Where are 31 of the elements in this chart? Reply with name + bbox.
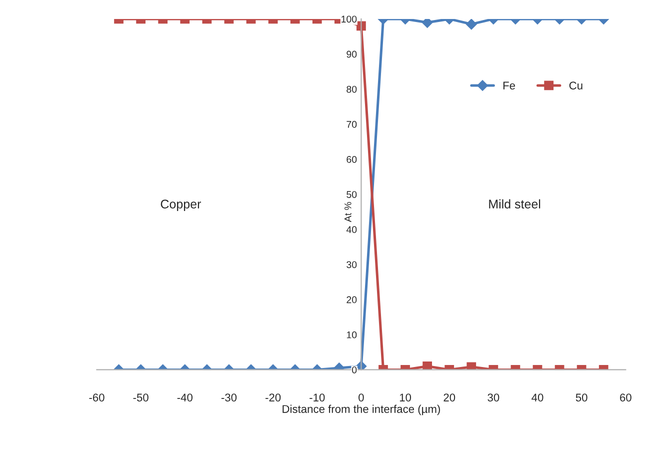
x-tick-label: -60 [89, 394, 104, 402]
y-tick-label: 60 [346, 156, 357, 163]
x-tick-label: 40 [532, 394, 544, 402]
x-tick-label: -40 [177, 394, 192, 402]
y-tick-label: 10 [346, 331, 357, 338]
legend-label: Fe [503, 82, 516, 90]
x-tick-label: -50 [133, 394, 148, 402]
y-axis-title: At % [344, 202, 352, 222]
y-tick-label: 90 [346, 50, 357, 58]
x-tick-label: 60 [620, 394, 632, 402]
y-tick-label: 100 [342, 16, 357, 23]
y-tick-label: 80 [346, 86, 357, 93]
x-tick-label: -10 [310, 394, 325, 402]
y-tick-label: 50 [346, 191, 357, 198]
x-tick-label: 20 [444, 394, 456, 402]
annotation: Mild steel [489, 199, 540, 208]
y-tick-label: 70 [346, 120, 357, 128]
x-tick-label: 50 [576, 394, 588, 402]
point [466, 362, 476, 370]
x-tick-label: 0 [358, 394, 364, 402]
x-tick-label: 10 [400, 394, 412, 402]
y-tick-label: 40 [346, 226, 357, 234]
x-axis-title: Distance from the interface (µm) [282, 404, 440, 416]
x-tick-label: -30 [221, 394, 237, 402]
y-tick-label: 0 [352, 366, 357, 374]
legend-label: Cu [569, 82, 582, 90]
y-tick-label: 20 [346, 296, 357, 304]
annotation: Copper [160, 200, 202, 211]
x-tick-label: 30 [488, 394, 500, 402]
y-tick-label: 30 [346, 261, 357, 268]
x-tick-label: -20 [266, 394, 281, 402]
